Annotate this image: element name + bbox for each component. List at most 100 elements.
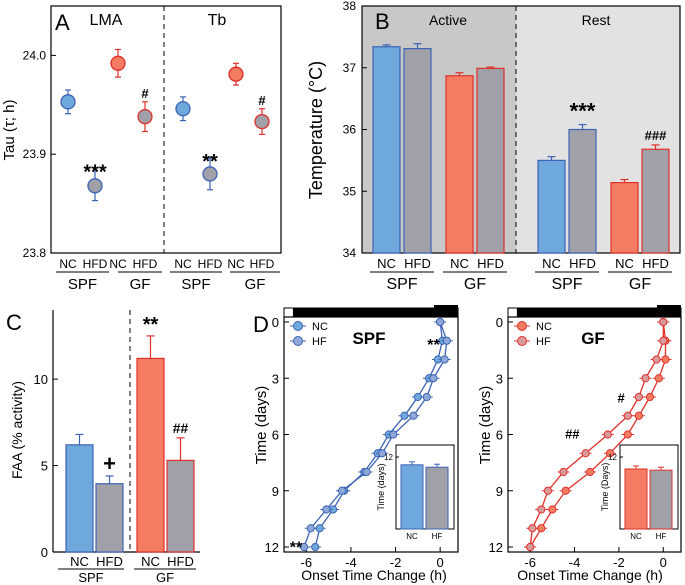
panel-a-diet-label: HFD <box>198 257 223 271</box>
panel-a-point <box>254 113 270 130</box>
panel-d-point <box>652 355 661 364</box>
panel-d-point <box>659 317 668 327</box>
panel-d-point <box>603 430 612 439</box>
panel-b-ytick-label: 35 <box>343 184 357 198</box>
panel-b-diet-label: HFD <box>642 256 669 271</box>
panel-d-inset-bar <box>400 464 424 530</box>
panel-d-legend-label: NC <box>312 321 328 333</box>
panel-c-diet-label: NC <box>141 554 160 569</box>
panel-d-inset-label: HF <box>432 532 443 541</box>
panel-d-xtick-label: -4 <box>345 555 357 570</box>
panel-b-bar <box>403 48 432 254</box>
panel-d-point <box>645 392 655 402</box>
panel-c-sig-label: ## <box>173 420 189 436</box>
panel-c: C FAA (% activity) 10 5 0 + ** ## NC HFD NC HFD… <box>6 310 200 585</box>
panel-d-point <box>528 524 537 533</box>
panel-b-bar <box>568 128 597 254</box>
panel-b-bar <box>537 159 566 254</box>
panel-a-letter: A <box>55 10 70 35</box>
panel-d-point <box>559 467 568 477</box>
panel-b-group-label: GF <box>464 276 486 293</box>
panel-b-bar <box>445 75 474 254</box>
panel-d-inset-ytick-label: 12 <box>608 453 617 462</box>
panel-c-group-label: GF <box>156 570 174 585</box>
panel-d-ytick-label: 9 <box>272 484 279 499</box>
panel-a-point <box>60 94 76 110</box>
panel-a-diet-label: HFD <box>250 257 275 271</box>
panel-d-letter: D <box>253 312 269 337</box>
panel-a-sig-label: *** <box>83 162 107 184</box>
panel-d-point <box>315 524 324 533</box>
panel-b-letter: B <box>375 9 390 34</box>
panel-d-legend-label: NC <box>536 321 552 333</box>
panel-d-legend-marker <box>293 321 303 331</box>
panel-c-group-label: SPF <box>78 570 103 585</box>
panel-b-group-label: SPF <box>551 276 582 293</box>
panel-b-group-label: GF <box>629 276 651 293</box>
panel-d-legend-marker <box>293 336 303 346</box>
panel-d-point <box>311 542 320 552</box>
panel-a-ytick-label: 23.9 <box>23 147 47 161</box>
panel-d-point <box>548 505 557 514</box>
panel-d-title: GF <box>581 329 605 348</box>
panel-d-point <box>526 542 535 552</box>
panel-d-point <box>409 411 418 420</box>
panel-c-diet-label: HFD <box>167 554 194 569</box>
panel-b-bar <box>610 182 639 254</box>
panel-d-ytick-label: 6 <box>272 428 279 443</box>
panel-a-diet-label: HFD <box>83 257 108 271</box>
panel-d-point <box>362 467 371 477</box>
panel-b-ytick-label: 38 <box>343 0 357 13</box>
panel-d-point <box>400 411 409 420</box>
panel-d-ytick-label: 3 <box>496 371 503 386</box>
panel-d-inset-label: NC <box>630 532 642 541</box>
panel-a-point <box>110 55 126 71</box>
panel-c-bar <box>136 357 165 553</box>
panel-b-diet-label: NC <box>450 256 469 271</box>
panel-a-diet-label: NC <box>59 257 77 271</box>
panel-a-point <box>137 109 153 125</box>
panel-a-group-label: GF <box>245 276 266 293</box>
panel-b-phase-active: Active <box>429 12 467 28</box>
panel-a-group-label: GF <box>130 276 151 293</box>
panel-d-inset-ylabel: Time (Days) <box>600 463 610 512</box>
panel-b-diet-label: HFD <box>477 256 504 271</box>
panel-d-sig-label: ** <box>290 540 303 557</box>
panel-d-dark-phase-end <box>657 305 681 317</box>
panel-c-ylabel: FAA (% activity) <box>9 381 25 479</box>
panel-d-point <box>429 374 438 383</box>
panel-b-ytick-label: 36 <box>343 123 357 137</box>
panel-b-sig-label: *** <box>570 99 596 124</box>
panel-b-ytick-label: 37 <box>343 61 357 75</box>
panel-d-legend-label: HF <box>312 336 327 348</box>
panel-d-point <box>436 317 445 327</box>
panel-a-diet-label: HFD <box>133 257 158 271</box>
panel-d: D Time (days) Time (days) Onset Time Cha… <box>253 305 682 583</box>
panel-b-ytick-label: 34 <box>343 246 357 260</box>
panel-d-point <box>659 336 668 345</box>
panel-b-phase-rest: Rest <box>582 12 611 28</box>
panel-c-sig-label: ** <box>143 314 159 336</box>
panel-d-point <box>322 505 331 514</box>
panel-d-point <box>543 486 553 495</box>
panel-d-inset-ytick-label: 12 <box>384 453 393 462</box>
panel-d-legend-label: HF <box>536 336 551 348</box>
panel-d-dark-phase-end <box>434 305 458 317</box>
panel-c-letter: C <box>6 310 22 335</box>
panel-d-ylabel-right: Time (days) <box>477 386 494 465</box>
panel-d-ylabel-left: Time (days) <box>253 386 270 465</box>
panel-b: B Active Rest Temperature (°C) 38 37 36 35 3… <box>306 0 681 293</box>
panel-d-xtick-label: -2 <box>613 555 625 570</box>
panel-a-ylabel: Tau (τ; h) <box>1 100 18 161</box>
panel-d-ytick-label: 3 <box>272 371 279 386</box>
panel-d-point <box>378 449 387 458</box>
panel-c-ytick-label: 0 <box>41 545 48 560</box>
panel-c-bar <box>65 444 94 553</box>
panel-c-sig-label: + <box>103 451 116 476</box>
panel-b-ylabel: Temperature (°C) <box>306 61 326 199</box>
panel-d-point <box>537 505 546 514</box>
panel-d-point <box>634 411 643 420</box>
panel-d-point <box>661 355 670 364</box>
panel-c-diet-label: HFD <box>96 554 123 569</box>
